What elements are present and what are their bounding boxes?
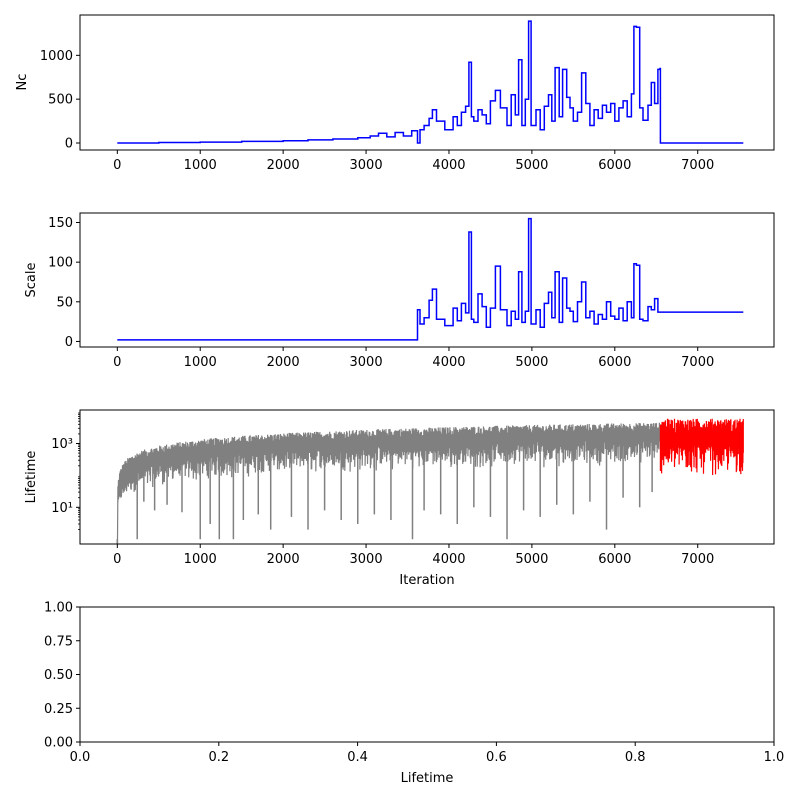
x-tick-label-1-0: 0 bbox=[113, 355, 121, 370]
plot-area-0 bbox=[117, 20, 744, 144]
y-tick-label-1-3: 150 bbox=[48, 216, 73, 231]
x-tick-label-2-5: 5000 bbox=[515, 552, 548, 567]
lifetime-xlabel: Lifetime bbox=[401, 771, 454, 786]
y-tick-label-3-0: 0.00 bbox=[44, 736, 73, 751]
x-tick-label-0-1: 1000 bbox=[184, 158, 217, 173]
x-tick-label-2-0: 0 bbox=[113, 552, 121, 567]
x-tick-label-2-2: 2000 bbox=[267, 552, 300, 567]
iteration-xlabel: Iteration bbox=[399, 573, 454, 588]
x-tick-label-2-4: 4000 bbox=[432, 552, 465, 567]
nc-ylabel: Nc bbox=[15, 74, 30, 91]
empty-subplot: Lifetime 0.0 0.2 0.4 0.6 0.8 1.0 0.00 0.25 0.50 0… bbox=[44, 601, 784, 787]
x-tick-label-3-1: 0.2 bbox=[208, 750, 229, 765]
nc-subplot: Nc 0 1000 2000 3000 4000 5000 6000 7000 0 500 1000 bbox=[15, 14, 775, 173]
y-tick-label-1-1: 50 bbox=[56, 295, 73, 310]
x-tick-label-1-5: 5000 bbox=[515, 355, 548, 370]
x-tick-label-0-6: 6000 bbox=[598, 158, 631, 173]
y-tick-label-0-0: 0 bbox=[65, 136, 73, 151]
axes-frame-0 bbox=[79, 14, 775, 151]
series-line-0-0 bbox=[117, 20, 744, 144]
x-tick-label-3-5: 1.0 bbox=[764, 750, 785, 765]
plot-area-2 bbox=[116, 418, 744, 544]
x-tick-label-3-4: 0.8 bbox=[625, 750, 646, 765]
lifetime-ylabel: Lifetime bbox=[24, 451, 39, 504]
scale-subplot: Scale 0 1000 2000 3000 4000 5000 6000 7000 0 50 10… bbox=[24, 212, 775, 370]
x-tick-label-0-0: 0 bbox=[113, 158, 121, 173]
y-tick-label-2-0: 10¹ bbox=[51, 501, 73, 516]
y-tick-label-3-2: 0.50 bbox=[44, 668, 73, 683]
x-tick-label-1-3: 3000 bbox=[350, 355, 383, 370]
x-tick-label-2-3: 3000 bbox=[350, 552, 383, 567]
lifetime-gray-series bbox=[116, 422, 661, 544]
x-tick-label-0-2: 2000 bbox=[267, 158, 300, 173]
x-tick-label-0-4: 4000 bbox=[432, 158, 465, 173]
x-tick-label-3-3: 0.6 bbox=[486, 750, 507, 765]
lifetime-red-series bbox=[659, 418, 744, 476]
axes-frame-1 bbox=[79, 212, 775, 348]
x-tick-label-2-6: 6000 bbox=[598, 552, 631, 567]
x-tick-label-1-6: 6000 bbox=[598, 355, 631, 370]
plot-area-1 bbox=[117, 217, 744, 341]
x-tick-label-2-1: 1000 bbox=[184, 552, 217, 567]
y-tick-label-0-2: 1000 bbox=[40, 49, 73, 64]
x-tick-label-1-4: 4000 bbox=[432, 355, 465, 370]
x-tick-label-3-2: 0.4 bbox=[347, 750, 368, 765]
y-tick-label-3-1: 0.25 bbox=[44, 702, 73, 717]
x-tick-label-1-2: 2000 bbox=[267, 355, 300, 370]
series-line-1-0 bbox=[117, 217, 744, 341]
lifetime-subplot: Lifetime Iteration 0 1000 2000 3000 4000 5000… bbox=[24, 409, 775, 588]
x-tick-label-0-5: 5000 bbox=[515, 158, 548, 173]
y-tick-label-3-3: 0.75 bbox=[44, 634, 73, 649]
y-tick-label-1-2: 100 bbox=[48, 256, 73, 271]
x-tick-label-0-3: 3000 bbox=[350, 158, 383, 173]
x-tick-label-2-7: 7000 bbox=[681, 552, 714, 567]
x-tick-label-3-0: 0.0 bbox=[70, 750, 91, 765]
y-tick-label-2-1: 10³ bbox=[51, 437, 73, 452]
x-tick-label-1-7: 7000 bbox=[681, 355, 714, 370]
y-tick-label-0-1: 500 bbox=[48, 93, 73, 108]
x-tick-label-1-1: 1000 bbox=[184, 355, 217, 370]
x-tick-label-0-7: 7000 bbox=[681, 158, 714, 173]
y-tick-label-3-4: 1.00 bbox=[44, 601, 73, 616]
y-tick-label-1-0: 0 bbox=[65, 335, 73, 350]
scale-ylabel: Scale bbox=[24, 263, 39, 298]
